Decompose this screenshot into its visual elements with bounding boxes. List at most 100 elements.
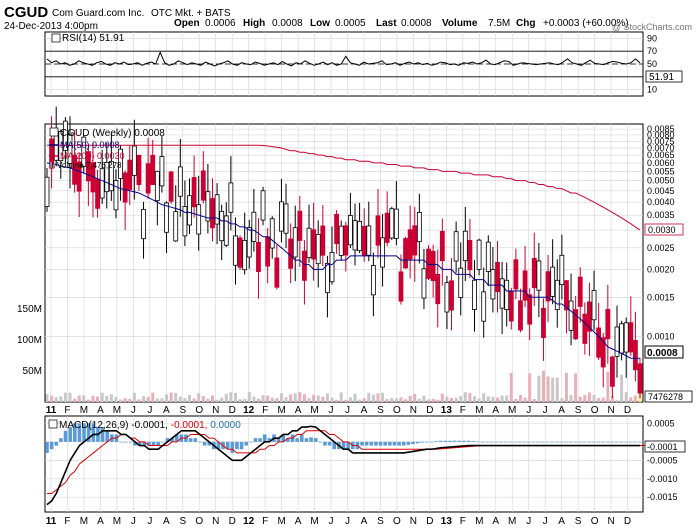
x-tick-label: S	[377, 405, 384, 416]
macd-x-tick-label: J	[345, 516, 350, 527]
x-tick-label: N	[607, 405, 614, 416]
volume-bar	[454, 397, 458, 402]
price-tick-label: 0.0020	[647, 264, 675, 274]
price-bar-body	[504, 279, 510, 311]
volume-bar	[197, 393, 201, 402]
volume-bar	[560, 398, 564, 402]
price-bar-body	[62, 120, 68, 151]
macd-histogram-bar	[100, 427, 105, 442]
macd-histogram-bar	[638, 441, 642, 443]
x-tick-label: J	[329, 405, 334, 416]
rsi-value-box	[645, 70, 683, 83]
volume-bar	[624, 392, 628, 402]
macd-x-tick-label: F	[262, 516, 268, 527]
macd-histogram-bar	[434, 441, 438, 442]
macd-x-tick-label: D	[624, 516, 631, 527]
price-bar-body	[200, 170, 206, 201]
price-tick-label: 0.0080	[647, 130, 675, 140]
x-tick-label: S	[179, 405, 186, 416]
ma50-line	[46, 162, 640, 359]
macd-histogram-bar	[253, 438, 258, 442]
price-bar-body	[233, 235, 238, 266]
price-bar-body	[251, 211, 257, 242]
price-bar-body	[600, 337, 606, 368]
volume-bar	[592, 394, 596, 402]
price-bar-body	[462, 230, 468, 261]
macd-x-tick-label: 12	[243, 516, 255, 527]
price-bar-body	[485, 241, 491, 272]
price-bar-body	[522, 270, 528, 301]
price-tick-label: 0.0060	[647, 158, 675, 168]
rsi-tick-label: 90	[647, 33, 657, 43]
volume-bar	[59, 396, 63, 402]
macd-histogram-bar	[341, 441, 346, 450]
macd-histogram-bar	[161, 441, 165, 443]
macd-x-tick-label: M	[277, 516, 285, 527]
volume-bar	[325, 393, 329, 402]
x-tick-label: J	[526, 405, 531, 416]
volume-bar	[473, 396, 477, 402]
volume-bar	[243, 398, 247, 402]
price-bar-body	[228, 182, 234, 213]
price-bar-body	[398, 271, 404, 302]
volume-bar	[615, 399, 619, 402]
volume-bar	[381, 392, 385, 402]
macd-histogram-bar	[531, 441, 536, 443]
macd-histogram-bar	[633, 441, 638, 443]
macd-histogram-bar	[156, 441, 160, 446]
macd-histogram-bar	[388, 441, 392, 446]
macd-histogram-bar	[295, 438, 299, 442]
macd-histogram-bar	[378, 441, 383, 446]
macd-histogram-bar	[513, 441, 517, 443]
volume-bar	[215, 399, 219, 402]
price-bar-body	[320, 225, 326, 256]
x-tick-label: A	[361, 405, 368, 416]
price-bar-body	[302, 250, 307, 281]
price-bar-body	[481, 291, 487, 322]
macd-histogram-bar	[476, 441, 480, 443]
x-tick-label: N	[410, 405, 417, 416]
macd-histogram-bar	[443, 440, 448, 442]
volume-bar	[183, 398, 187, 402]
price-tick-label: 0.0055	[647, 166, 675, 176]
macd-histogram-bar	[411, 441, 415, 445]
x-tick-label: M	[508, 405, 516, 416]
price-bar-body	[458, 267, 464, 298]
volume-bar	[151, 392, 155, 402]
price-bar-body	[605, 309, 611, 340]
macd-histogram-bar	[508, 441, 513, 443]
volume-bar	[206, 398, 210, 402]
price-bar-body	[490, 269, 496, 300]
volume-tick-label: 100M	[17, 335, 42, 346]
volume-bar	[394, 398, 398, 402]
x-tick-label: A	[295, 405, 302, 416]
price-bar-body	[439, 230, 445, 262]
volume-bar	[486, 396, 490, 402]
volume-bar	[404, 399, 408, 402]
price-bar-body	[407, 229, 413, 260]
volume-bar	[302, 394, 306, 402]
macd-histogram-bar	[369, 441, 374, 446]
price-bar-body	[297, 210, 303, 241]
volume-axis-ticks: 150M 100M 50M	[17, 304, 42, 377]
x-tick-label: S	[575, 405, 582, 416]
macd-histogram-bar	[68, 427, 72, 442]
macd-x-tick-label: M	[113, 516, 121, 527]
macd-x-tick-label: F	[64, 516, 70, 527]
price-bar-body	[95, 178, 100, 209]
company-name: Com Guard.com Inc.	[52, 8, 144, 19]
macd-x-tick-label: N	[607, 516, 614, 527]
price-bar-body	[343, 225, 349, 256]
x-tick-label: D	[229, 405, 236, 416]
macd-histogram-bar	[49, 441, 54, 450]
macd-histogram-bar	[457, 440, 462, 442]
volume-bar	[518, 394, 522, 402]
price-tick-label: 0.0015	[647, 292, 675, 302]
volume-bar	[307, 398, 311, 402]
macd-histogram-bar	[54, 441, 59, 446]
price-bar-body	[591, 290, 597, 321]
volume-bar	[68, 392, 72, 402]
volume-bar	[348, 397, 352, 402]
macd-histogram-bar	[550, 441, 554, 443]
macd-histogram-bar	[489, 441, 494, 443]
